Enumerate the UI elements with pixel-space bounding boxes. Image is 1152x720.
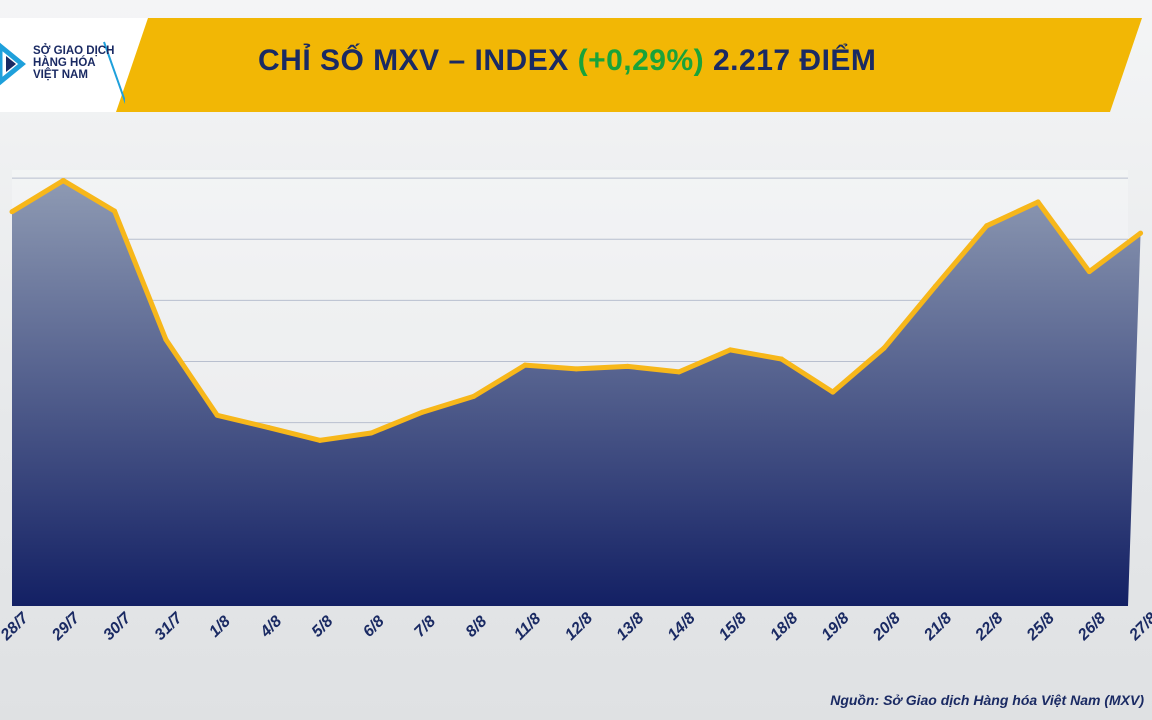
logo-line2: HÀNG HÓA — [33, 57, 96, 69]
data-point-26-8 — [1086, 269, 1092, 275]
x-tick-label: 18/8 — [767, 610, 801, 644]
data-point-28-7 — [9, 209, 15, 215]
x-tick-label: 6/8 — [360, 613, 388, 641]
data-point-15-8 — [727, 347, 733, 353]
chart-title: CHỈ SỐ MXV – INDEX (+0,29%) 2.217 ĐIỂM — [258, 44, 876, 78]
x-tick-label: 7/8 — [411, 613, 439, 641]
data-point-7-8 — [419, 409, 425, 415]
x-tick-label: 22/8 — [972, 610, 1007, 645]
data-point-13-8 — [625, 363, 631, 369]
line-layer — [9, 178, 1144, 443]
title-prefix: CHỈ SỐ MXV – INDEX — [258, 44, 569, 77]
data-point-11-8 — [522, 362, 528, 368]
x-tick-label: 14/8 — [665, 610, 699, 644]
x-tick-labels: 28/7 29/7 30/7 31/7 1/8 4/8 5/8 6/8 7/8 8/8 11/8 12… — [0, 609, 1152, 645]
source-note: Nguồn: Sở Giao dịch Hàng hóa Việt Nam (M… — [830, 692, 1144, 708]
title-banner — [0, 18, 1142, 112]
x-tick-label: 27/8 — [1126, 610, 1152, 645]
data-point-21-8 — [932, 283, 938, 289]
x-tick-label: 29/7 — [48, 609, 84, 645]
x-tick-label: 12/8 — [562, 610, 596, 644]
data-point-25-8 — [1035, 199, 1041, 205]
x-tick-label: 28/7 — [0, 609, 33, 645]
data-point-14-8 — [676, 369, 682, 375]
x-tick-label: 13/8 — [613, 610, 647, 644]
data-point-20-8 — [881, 345, 887, 351]
title-suffix: 2.217 ĐIỂM — [713, 44, 877, 77]
x-tick-label: 31/7 — [152, 609, 187, 644]
x-tick-label: 19/8 — [819, 610, 853, 644]
x-tick-label: 8/8 — [463, 613, 491, 641]
x-tick-label: 26/8 — [1074, 610, 1109, 645]
title-change: (+0,29%) — [577, 44, 705, 77]
data-point-8-8 — [471, 393, 477, 399]
logo-text: SỞ GIAO DỊCH HÀNG HÓA VIỆT NAM — [33, 45, 114, 81]
data-point-22-8 — [984, 223, 990, 229]
mxv-logo — [0, 41, 125, 105]
series-area — [12, 180, 1141, 606]
x-tick-label: 30/7 — [100, 609, 135, 644]
x-tick-label: 5/8 — [309, 613, 337, 641]
x-tick-label: 1/8 — [206, 613, 234, 641]
logo-line3: VIỆT NAM — [33, 69, 88, 81]
x-tick-label: 15/8 — [716, 610, 750, 644]
data-point-18-8 — [779, 356, 784, 362]
data-point-31-7 — [163, 336, 169, 342]
data-point-4-8 — [266, 425, 271, 431]
logo-line1: SỞ GIAO DỊCH — [33, 45, 115, 57]
x-tick-label: 25/8 — [1023, 610, 1058, 645]
x-tick-label: 4/8 — [257, 613, 286, 642]
data-point-1-8 — [214, 412, 220, 418]
area-layer — [12, 180, 1141, 606]
x-tick-label: 21/8 — [920, 610, 955, 645]
x-tick-label: 20/8 — [869, 610, 904, 645]
data-point-27-8 — [1138, 230, 1144, 236]
x-tick-label: 11/8 — [511, 610, 544, 643]
data-point-30-7 — [112, 208, 118, 214]
data-point-6-8 — [368, 430, 374, 436]
logo-accent-line — [103, 41, 125, 105]
data-point-29-7 — [60, 178, 66, 184]
data-point-19-8 — [830, 389, 836, 395]
data-point-12-8 — [573, 366, 579, 372]
data-point-5-8 — [317, 437, 323, 443]
